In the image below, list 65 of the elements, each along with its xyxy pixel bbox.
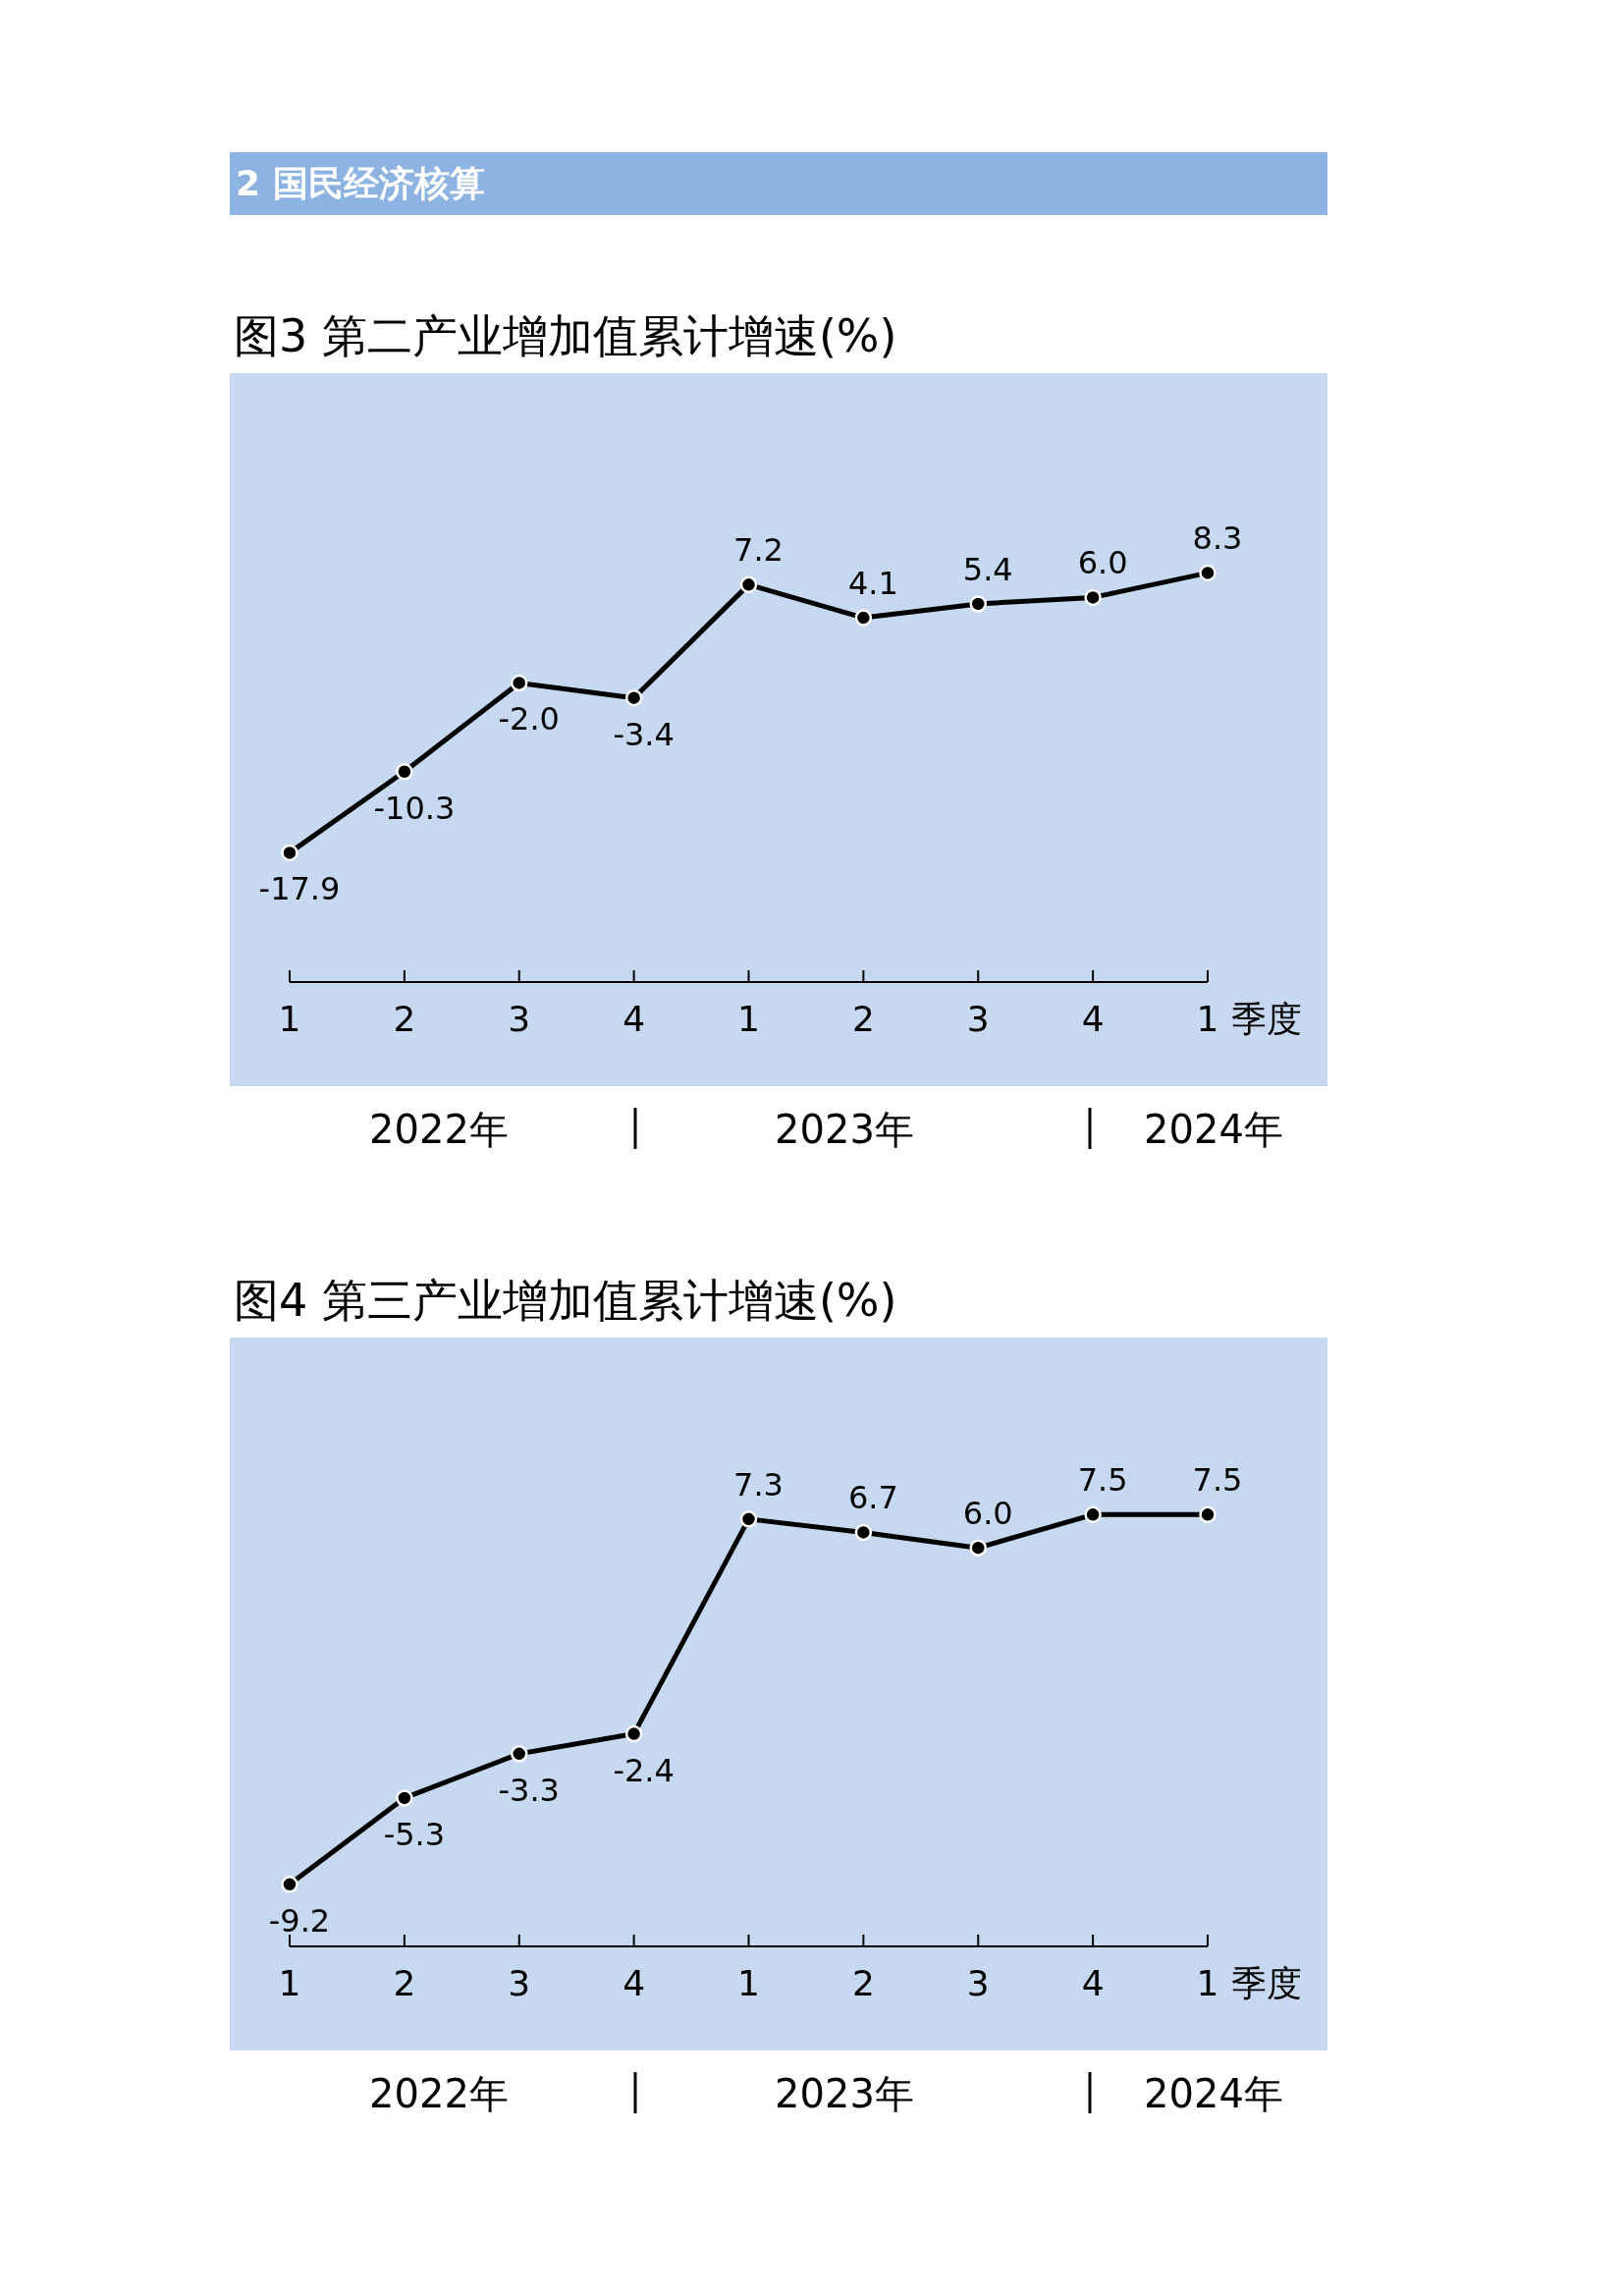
- text: 2023年: [775, 2071, 914, 2116]
- x-tick-label: 3: [508, 999, 531, 1039]
- chart-title: 图3 第二产业增加值累计增速(%): [234, 309, 897, 362]
- x-tick-label: 1: [737, 999, 760, 1039]
- text: 2023年: [775, 1107, 914, 1152]
- data-label: 6.7: [847, 1479, 898, 1517]
- data-label: -2.4: [613, 1751, 675, 1789]
- x-tick-label: 2: [851, 999, 875, 1039]
- point: [854, 1523, 873, 1542]
- point: [854, 609, 873, 627]
- point: [969, 1539, 987, 1557]
- x-tick-label: 3: [966, 999, 990, 1039]
- data-label: 7.3: [733, 1465, 784, 1503]
- x-axis-title: 季度: [1231, 1963, 1302, 2003]
- point: [511, 1745, 528, 1763]
- point: [624, 688, 643, 707]
- x-tick-label: 4: [622, 999, 646, 1039]
- point: [396, 1789, 413, 1807]
- x-tick-label: 1: [737, 1963, 760, 2003]
- x-tick-label: 2: [393, 999, 416, 1039]
- point: [396, 762, 413, 781]
- x-tick-label: 3: [508, 1963, 531, 2003]
- point: [1199, 564, 1217, 582]
- x-tick-label: 2: [851, 1963, 875, 2003]
- x-tick-label: 1: [278, 1963, 301, 2003]
- chart-title: 图4 第三产业增加值累计增速(%): [234, 1274, 897, 1327]
- data-label: 6.0: [1077, 544, 1128, 582]
- point: [511, 674, 528, 692]
- data-label: -10.3: [373, 789, 456, 827]
- data-label: 6.0: [962, 1495, 1013, 1533]
- x-axis-title: 季度: [1231, 999, 1302, 1039]
- data-label: -5.3: [383, 1815, 446, 1853]
- point: [281, 1876, 298, 1893]
- data-label: 4.1: [847, 565, 898, 603]
- x-tick-label: 1: [278, 999, 301, 1039]
- text: 2024年: [1144, 2071, 1283, 2116]
- text: 2022年: [369, 1107, 509, 1152]
- x-tick-label: 3: [966, 1963, 990, 2003]
- data-label: 7.5: [1192, 1461, 1243, 1500]
- point: [624, 1724, 643, 1743]
- x-tick-label: 2: [393, 1963, 416, 2003]
- point: [1084, 1505, 1102, 1524]
- x-tick-label: 4: [1081, 1963, 1105, 2003]
- point: [1199, 1505, 1217, 1524]
- point: [969, 595, 987, 613]
- point: [739, 1510, 758, 1528]
- data-label: -9.2: [268, 1901, 331, 1940]
- x-tick-label: 1: [1196, 1963, 1219, 2003]
- point: [1084, 588, 1102, 607]
- point: [739, 575, 758, 594]
- text: 2022年: [369, 2071, 509, 2116]
- point: [281, 844, 298, 862]
- data-label: 7.2: [733, 531, 784, 570]
- x-tick-label: 4: [622, 1963, 646, 2003]
- text: 2 国民经济核算: [236, 163, 485, 203]
- data-label: -3.3: [498, 1771, 560, 1809]
- x-tick-label: 1: [1196, 999, 1219, 1039]
- text: 2024年: [1144, 1107, 1283, 1152]
- data-label: -17.9: [258, 870, 341, 908]
- data-label: 8.3: [1192, 519, 1243, 558]
- data-label: 5.4: [962, 550, 1013, 588]
- x-tick-label: 4: [1081, 999, 1105, 1039]
- data-label: 7.5: [1077, 1461, 1128, 1500]
- data-label: -3.4: [613, 715, 675, 753]
- data-label: -2.0: [498, 700, 560, 738]
